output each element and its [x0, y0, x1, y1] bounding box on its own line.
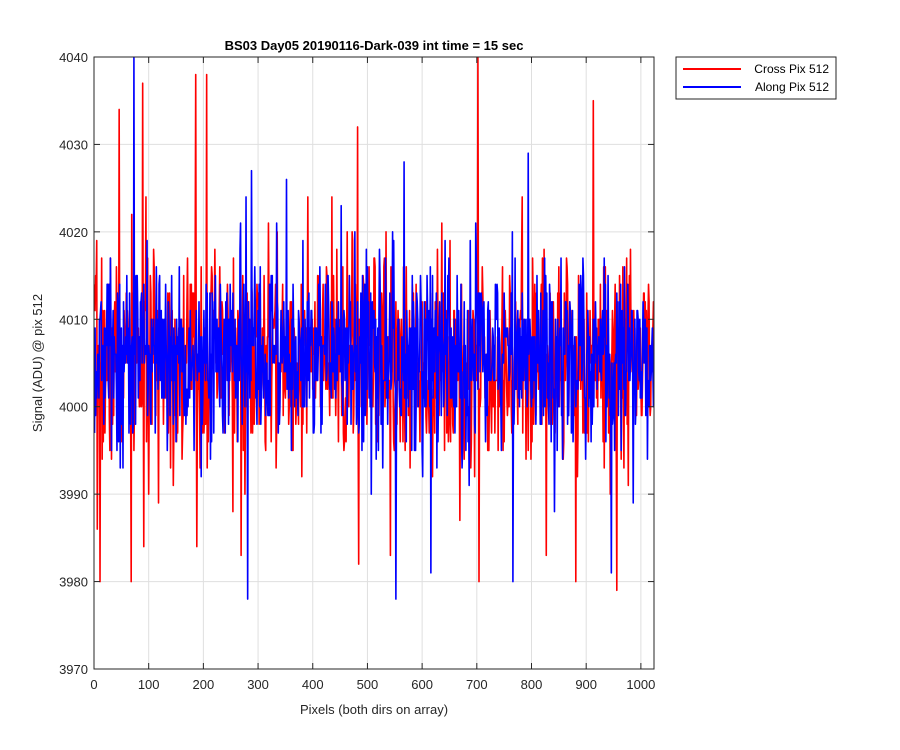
x-tick-label: 100	[138, 677, 160, 692]
y-tick-label: 3980	[59, 575, 88, 590]
series-layer	[94, 57, 654, 600]
series-line-1	[94, 57, 654, 600]
x-tick-label: 500	[357, 677, 379, 692]
x-axis-label: Pixels (both dirs on array)	[300, 702, 448, 717]
legend: Cross Pix 512 Along Pix 512	[675, 56, 837, 100]
x-tick-label: 0	[90, 677, 97, 692]
legend-box	[675, 56, 837, 100]
x-tick-label: 400	[302, 677, 324, 692]
x-tick-label: 600	[411, 677, 433, 692]
chart-title: BS03 Day05 20190116-Dark-039 int time = …	[225, 38, 524, 53]
x-tick-label: 300	[247, 677, 269, 692]
legend-label-along: Along Pix 512	[755, 80, 829, 94]
x-tick-label: 800	[521, 677, 543, 692]
x-tick-label: 700	[466, 677, 488, 692]
y-tick-label: 3970	[59, 662, 88, 677]
plot-frame	[93, 56, 655, 670]
legend-label-cross: Cross Pix 512	[754, 62, 829, 76]
y-axis-label: Signal (ADU) @ pix 512	[30, 294, 45, 432]
y-tick-label: 4020	[59, 225, 88, 240]
y-tick-label: 4040	[59, 50, 88, 65]
y-tick-label: 4010	[59, 312, 88, 327]
y-tick-label: 4000	[59, 400, 88, 415]
x-tick-label: 1000	[626, 677, 655, 692]
y-tick-label: 3990	[59, 487, 88, 502]
x-tick-label: 200	[193, 677, 215, 692]
tick-labels: 0 100 200 300 400 500 600 700 800 900 1000 3970 3980…	[59, 50, 655, 692]
y-tick-label: 4030	[59, 137, 88, 152]
x-tick-label: 900	[575, 677, 597, 692]
ticks	[93, 56, 654, 670]
